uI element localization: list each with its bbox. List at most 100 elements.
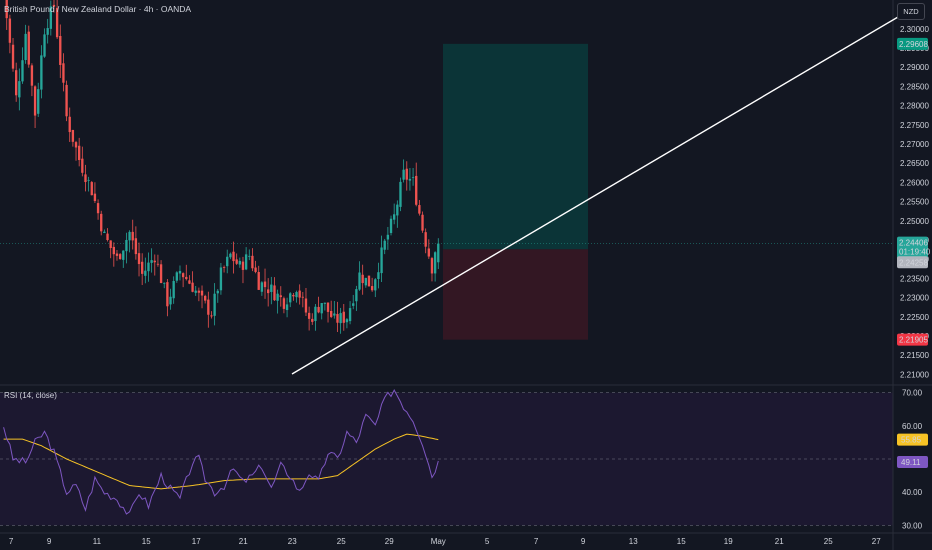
candle-body [377, 272, 380, 280]
candle-body [380, 247, 383, 274]
candle-body [24, 33, 27, 60]
candle-body [304, 298, 308, 313]
entry-badge-bg [897, 256, 928, 269]
time-tick-label: 23 [288, 537, 297, 546]
candle-body [326, 302, 330, 312]
price-tick-label: 2.26500 [900, 159, 929, 168]
candle-body [84, 174, 87, 183]
candle-body [405, 168, 408, 180]
rsi-ma-badge: 55.85 [901, 436, 922, 445]
candle-body [235, 259, 238, 264]
candle-body [279, 295, 282, 298]
candle-body [106, 233, 109, 241]
time-tick-label: 21 [775, 537, 784, 546]
candle-body [244, 254, 248, 270]
candle-body [427, 248, 430, 257]
candle-body [383, 240, 386, 250]
candle-body [15, 70, 18, 96]
candle-body [358, 272, 361, 290]
candle-body [285, 304, 289, 311]
candle-body [153, 260, 156, 263]
candle-body [156, 263, 160, 265]
candle-body [367, 275, 371, 287]
candle-body [393, 214, 396, 220]
candle-body [71, 129, 75, 142]
price-tick-label: 2.27000 [900, 140, 929, 149]
time-tick-label: 27 [872, 537, 881, 546]
candle-body [62, 63, 65, 83]
candle-body [68, 116, 71, 133]
candle-body [204, 295, 207, 301]
time-tick-label: 7 [534, 537, 539, 546]
candle-body [122, 250, 125, 260]
candle-body [200, 290, 204, 296]
candle-body [295, 292, 298, 298]
candle-body [421, 214, 424, 231]
candle-body [90, 182, 93, 196]
stop-badge: 2.21905 [899, 336, 928, 345]
price-tick-label: 2.28000 [900, 102, 929, 111]
symbol-title: British Pound / New Zealand Dollar · 4h … [4, 4, 192, 14]
candle-body [418, 205, 421, 214]
rsi-title: RSI (14, close) [4, 391, 57, 400]
candle-body [263, 281, 267, 288]
candle-body [232, 251, 235, 262]
candle-body [301, 296, 304, 298]
candle-body [241, 261, 245, 270]
candle-body [257, 272, 260, 290]
candle-body [52, 4, 56, 7]
candle-body [115, 253, 119, 256]
candle-body [27, 31, 30, 65]
target-zone [443, 43, 588, 250]
candle-body [93, 193, 97, 202]
candle-body [320, 303, 323, 314]
price-tick-label: 2.21500 [900, 351, 929, 360]
candle-body [137, 253, 141, 265]
candle-body [408, 178, 412, 181]
candle-body [210, 315, 213, 317]
rsi-tick-label: 30.00 [902, 521, 923, 530]
candle-body [8, 18, 12, 43]
target-badge-bg [897, 37, 928, 50]
candle-body [5, 0, 8, 19]
time-tick-label: 19 [724, 537, 733, 546]
candle-body [229, 253, 232, 258]
candle-body [207, 299, 210, 315]
candle-body [251, 255, 254, 269]
candle-body [128, 231, 131, 241]
time-tick-label: 13 [629, 537, 638, 546]
candle-body [260, 282, 264, 292]
candle-body [276, 293, 279, 301]
candle-body [370, 286, 374, 291]
price-tick-label: 2.29000 [900, 63, 929, 72]
candle-body [175, 272, 178, 281]
candle-body [141, 261, 144, 274]
entry-badge: 2.24258 [899, 258, 928, 267]
rsi-tick-label: 70.00 [902, 389, 923, 398]
candle-body [134, 238, 138, 255]
price-tick-label: 2.30000 [900, 25, 929, 34]
candle-body [339, 313, 342, 324]
time-tick-label: 11 [93, 537, 102, 546]
candle-body [21, 60, 24, 82]
candle-body [317, 306, 320, 313]
candle-body [396, 204, 399, 216]
candle-body [336, 314, 339, 323]
candle-body [150, 260, 153, 263]
candle-body [333, 313, 336, 316]
time-tick-label: 7 [9, 537, 14, 546]
candle-body [40, 55, 43, 90]
price-tick-label: 2.26000 [900, 178, 929, 187]
candle-body [323, 302, 327, 304]
candle-body [330, 310, 333, 317]
candle-body [389, 218, 393, 233]
candle-body [402, 169, 405, 180]
price-tick-label: 2.22500 [900, 313, 929, 322]
candle-body [74, 142, 78, 148]
candle-body [191, 282, 194, 292]
currency-button[interactable]: NZD [897, 3, 925, 20]
candle-body [399, 181, 402, 207]
candle-body [273, 285, 276, 301]
candle-body [361, 274, 364, 284]
